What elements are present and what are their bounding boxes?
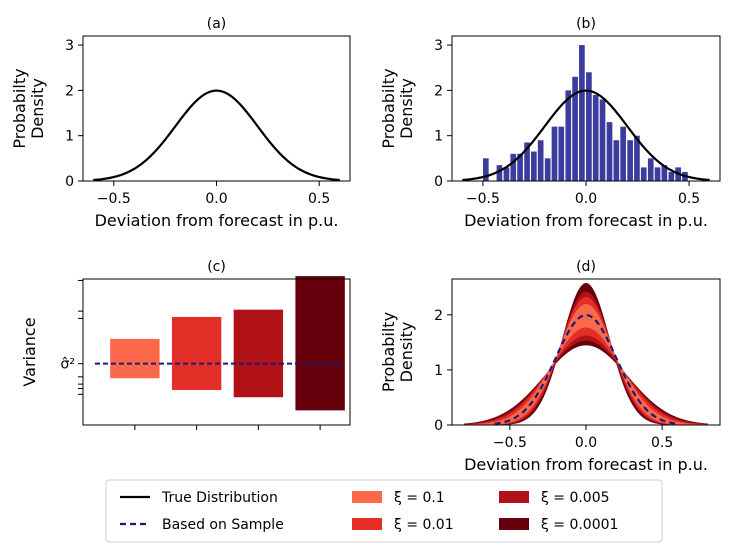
d-ylabel-line2: Density bbox=[397, 322, 416, 383]
b-hist-bar-8 bbox=[544, 158, 551, 181]
c-title: (c) bbox=[207, 259, 226, 275]
c-variance-bar-2 bbox=[233, 309, 284, 398]
b-hist-bar-22 bbox=[640, 167, 647, 181]
b-hist-bar-11 bbox=[565, 90, 572, 181]
c-variance-bar-3 bbox=[295, 276, 345, 411]
b-ylabel-line2: Density bbox=[397, 78, 416, 139]
b-hist-bar-5 bbox=[524, 142, 530, 181]
b-hist-bar-15 bbox=[592, 94, 599, 181]
b-xlabel: Deviation from forecast in p.u. bbox=[464, 211, 708, 230]
b-hist-bar-18 bbox=[613, 140, 620, 181]
legend-label-3: ξ = 0.01 bbox=[394, 517, 454, 533]
b-hist-bar-20 bbox=[627, 140, 633, 181]
legend-label-4: ξ = 0.005 bbox=[541, 490, 610, 506]
panel-d: −0.5 0.0 0.5 0 1 2 (d) Deviation from forecast … bbox=[379, 259, 721, 474]
panel-b: −0.5 0.0 0.5 0 1 2 3 (b) Deviation from forecast… bbox=[379, 16, 721, 230]
b-xtick-label-1: 0.0 bbox=[575, 191, 597, 207]
b-ytick-label-0: 0 bbox=[434, 174, 443, 190]
b-hist-bar-0 bbox=[482, 158, 489, 181]
panel-a: −0.5 0.0 0.5 0 1 2 3 (a) Deviation from forecast… bbox=[10, 16, 351, 230]
b-hist-bar-25 bbox=[661, 165, 668, 181]
b-hist-bar-24 bbox=[654, 167, 661, 181]
c-ylabel: Variance bbox=[20, 317, 39, 386]
b-hist-bar-17 bbox=[606, 122, 613, 181]
legend-label-5: ξ = 0.0001 bbox=[541, 517, 618, 533]
b-hist-bar-19 bbox=[620, 126, 626, 181]
legend-label-0: True Distribution bbox=[161, 490, 278, 506]
legend-label-1: Based on Sample bbox=[162, 517, 284, 533]
b-hist-bar-16 bbox=[599, 99, 606, 181]
a-frame bbox=[82, 35, 351, 182]
b-hist-bar-10 bbox=[558, 126, 565, 181]
d-band-3 bbox=[463, 303, 709, 426]
b-xtick-label-2: 0.5 bbox=[678, 191, 700, 207]
b-hist-bar-21 bbox=[634, 135, 640, 181]
d-xlabel: Deviation from forecast in p.u. bbox=[464, 455, 708, 474]
a-xtick-label-1: 0.0 bbox=[205, 191, 227, 207]
a-series-line-0 bbox=[93, 89, 340, 182]
b-hist-bar-23 bbox=[647, 158, 654, 181]
b-hist-bar-26 bbox=[668, 171, 675, 181]
legend-label-2: ξ = 0.1 bbox=[394, 490, 445, 506]
d-sample-line bbox=[494, 313, 678, 425]
b-hist-bar-14 bbox=[586, 72, 592, 181]
b-xtick-label-0: −0.5 bbox=[466, 191, 500, 207]
a-ytick-label-2: 2 bbox=[65, 83, 74, 99]
b-ylabel-line1: Probabilty bbox=[379, 68, 398, 148]
b-frame bbox=[451, 35, 721, 182]
d-frame bbox=[451, 278, 721, 426]
panel-c: (c) σ̂² Variance bbox=[20, 259, 351, 430]
c-variance-bar-0 bbox=[110, 338, 160, 379]
b-title: (b) bbox=[576, 16, 596, 32]
b-hist-bar-7 bbox=[537, 140, 544, 181]
a-xtick-label-2: 0.5 bbox=[308, 191, 330, 207]
a-ylabel-line2: Density bbox=[28, 78, 47, 139]
b-hist-bar-1 bbox=[496, 165, 503, 181]
a-title: (a) bbox=[207, 16, 227, 32]
b-hist-bar-3 bbox=[510, 153, 517, 181]
d-ytick-label-2: 2 bbox=[434, 308, 443, 324]
d-xtick-label-0: −0.5 bbox=[493, 435, 527, 451]
c-sigma-hat-label: σ̂² bbox=[61, 357, 76, 373]
d-title: (d) bbox=[576, 259, 596, 275]
b-hist-bar-6 bbox=[531, 151, 537, 181]
b-hist-bar-9 bbox=[551, 126, 558, 181]
d-ylabel-line1: Probabilty bbox=[379, 312, 398, 392]
b-ytick-label-1: 1 bbox=[434, 129, 443, 145]
a-ytick-label-3: 3 bbox=[65, 38, 74, 54]
a-xtick-label-0: −0.5 bbox=[97, 191, 131, 207]
b-hist-bar-12 bbox=[572, 76, 578, 181]
legend-swatch-3 bbox=[352, 518, 382, 530]
a-ylabel-line1: Probabilty bbox=[10, 68, 29, 148]
b-series-line-0 bbox=[462, 89, 710, 182]
b-hist-bar-2 bbox=[503, 167, 510, 181]
b-ytick-label-3: 3 bbox=[434, 38, 443, 54]
d-ytick-label-0: 0 bbox=[434, 418, 443, 434]
b-hist-bar-13 bbox=[579, 45, 585, 181]
a-xlabel: Deviation from forecast in p.u. bbox=[95, 211, 339, 230]
legend-swatch-5 bbox=[499, 518, 529, 530]
a-ytick-label-0: 0 bbox=[65, 174, 74, 190]
b-hist-bar-4 bbox=[517, 153, 523, 181]
legend: True Distribution Based on Sample ξ = 0.1 ξ… bbox=[105, 479, 663, 543]
legend-swatch-2 bbox=[352, 491, 382, 503]
d-xtick-label-1: 0.0 bbox=[575, 435, 597, 451]
c-variance-bar-1 bbox=[171, 316, 222, 390]
c-frame bbox=[82, 278, 351, 426]
d-ytick-label-1: 1 bbox=[434, 363, 443, 379]
b-ytick-label-2: 2 bbox=[434, 83, 443, 99]
a-ytick-label-1: 1 bbox=[65, 129, 74, 145]
d-xtick-label-2: 0.5 bbox=[651, 435, 673, 451]
legend-swatch-4 bbox=[499, 491, 529, 503]
